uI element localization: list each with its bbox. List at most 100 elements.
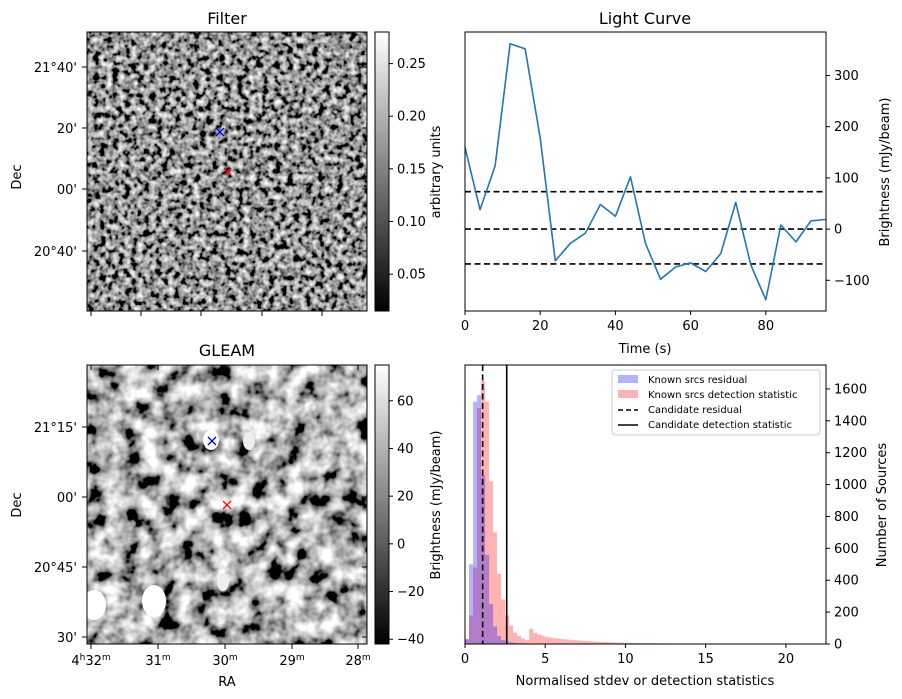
histogram-x-tick-label: 15	[697, 652, 714, 667]
histogram-bar	[509, 642, 514, 644]
gleam-ylabel: Dec	[10, 492, 25, 517]
lightcurve-y-tick-label: 300	[834, 69, 859, 84]
histogram-bar	[525, 640, 530, 644]
histogram-bar	[473, 567, 478, 644]
histogram-bar	[609, 642, 614, 644]
gleam-colorbar-tick-label: 0	[397, 537, 405, 552]
filter-colorbar-gradient	[374, 31, 390, 312]
histogram-bar	[517, 636, 522, 644]
gleam-xlabel: RA	[218, 675, 236, 690]
filter-frame	[86, 31, 368, 312]
lightcurve-series-line	[465, 42, 826, 301]
gleam-marker-blue	[207, 436, 217, 446]
filter-colorbar-tick-label: 0.15	[397, 162, 426, 177]
histogram-bar	[581, 640, 586, 644]
histogram-bar	[569, 639, 574, 644]
histogram-bar	[553, 638, 558, 644]
histogram-y-tick-label: 600	[834, 542, 859, 557]
gleam-marker-red	[222, 500, 232, 510]
histogram-y-tick-label: 400	[834, 574, 859, 589]
histogram-y-tick-label: 1600	[834, 382, 867, 397]
histogram-bar	[621, 642, 626, 644]
histogram-bar	[541, 635, 546, 644]
legend-frame	[611, 369, 821, 436]
lightcurve-xlabel: Time (s)	[618, 342, 672, 357]
histogram-bar	[501, 640, 506, 644]
histogram-bar	[625, 642, 630, 644]
histogram-bar	[497, 573, 502, 644]
lightcurve-frame	[464, 31, 827, 312]
gleam-bright-source	[142, 585, 166, 617]
legend-label: Candidate detection statistic	[648, 420, 792, 431]
histogram-x-tick-label: 20	[778, 652, 795, 667]
gleam-bright-source	[87, 590, 106, 620]
histogram-bar	[537, 634, 542, 644]
histogram-bar	[593, 641, 598, 644]
histogram-bar	[585, 641, 590, 644]
histogram-bar	[601, 641, 606, 644]
gleam-ticks	[82, 365, 367, 649]
histogram-bar	[473, 401, 478, 644]
filter-y-tick-label: 21°40'	[34, 61, 77, 76]
lightcurve-ylabel: Brightness (mJy/beam)	[878, 98, 893, 247]
gleam-bright-source	[243, 432, 255, 450]
gleam-colorbar-tick-label: 20	[397, 490, 414, 505]
histogram-bar	[617, 642, 622, 644]
gleam-panel: GLEAM 21°15' 00'	[10, 341, 444, 690]
histogram-y-tick-label: 200	[834, 606, 859, 621]
gleam-y-tick-label: 30'	[57, 631, 77, 646]
gleam-bright-source	[217, 573, 229, 591]
lightcurve-panel: Light Curve 0 20 40 60 80 −100 0 100 200 300 Time…	[461, 9, 893, 357]
histogram-bar	[561, 639, 566, 644]
legend-swatch-detection	[618, 390, 638, 398]
gleam-colorbar-tick-label: 60	[397, 394, 414, 409]
histogram-bar	[513, 632, 518, 644]
histogram-y-tick-label: 0	[834, 638, 842, 653]
gleam-frame	[86, 364, 368, 645]
histogram-bar	[565, 639, 570, 644]
lightcurve-x-tick-label: 40	[607, 319, 624, 334]
lightcurve-y-tick-label: 200	[834, 120, 859, 135]
histogram-xlabel: Normalised stdev or detection statistics	[516, 674, 775, 689]
histogram-bar	[489, 604, 494, 644]
histogram-bar	[613, 642, 618, 644]
histogram-x-tick-label: 0	[461, 652, 469, 667]
gleam-x-tick-label: 31m	[145, 653, 170, 669]
gleam-y-tick-label: 20°45'	[34, 561, 77, 576]
histogram-bar	[529, 628, 534, 644]
filter-y-tick-label: 00'	[57, 183, 77, 198]
filter-ylabel: Dec	[10, 164, 25, 189]
lightcurve-x-tick-label: 60	[682, 319, 699, 334]
histogram-x-tick-label: 5	[541, 652, 549, 667]
histogram-bar	[469, 564, 474, 644]
histogram-bar	[509, 625, 514, 644]
histogram-bar	[597, 641, 602, 644]
lightcurve-x-tick-label: 80	[758, 319, 775, 334]
filter-panel: Filter 21°40' 20' 00' 20°40' Dec 0.250.2…	[10, 9, 444, 316]
histogram-bar	[573, 640, 578, 644]
gleam-y-tick-label: 00'	[57, 491, 77, 506]
histogram-y-tick-label: 1200	[834, 446, 867, 461]
histogram-legend: Known srcs residual Known srcs detection…	[611, 369, 821, 436]
histogram-bar	[469, 615, 474, 644]
lightcurve-y-tick-label: 100	[834, 171, 859, 186]
histogram-y-tick-label: 800	[834, 510, 859, 525]
gleam-x-tick-label: 28m	[345, 653, 370, 669]
filter-title: Filter	[207, 9, 247, 28]
histogram-bar	[513, 642, 518, 644]
lightcurve-title: Light Curve	[599, 9, 691, 28]
histogram-bar	[493, 532, 498, 644]
gleam-colorbar: 60 40 20 0 −20 −40 Brightness (mJy/beam)	[374, 364, 444, 648]
histogram-bar	[493, 626, 498, 644]
histogram-bar	[485, 554, 490, 644]
filter-marker-red	[223, 167, 232, 176]
legend-swatch-residual	[618, 375, 638, 383]
histogram-y-tick-label: 1400	[834, 414, 867, 429]
lightcurve-x-tick-label: 0	[461, 319, 469, 334]
lightcurve-y-tick-label: −100	[834, 274, 870, 289]
histogram-bar	[545, 636, 550, 644]
histogram-bar	[477, 408, 482, 644]
filter-colorbar-tick-label: 0.10	[397, 215, 426, 230]
filter-y-ticks	[82, 66, 367, 316]
legend-label: Candidate residual	[648, 405, 742, 416]
